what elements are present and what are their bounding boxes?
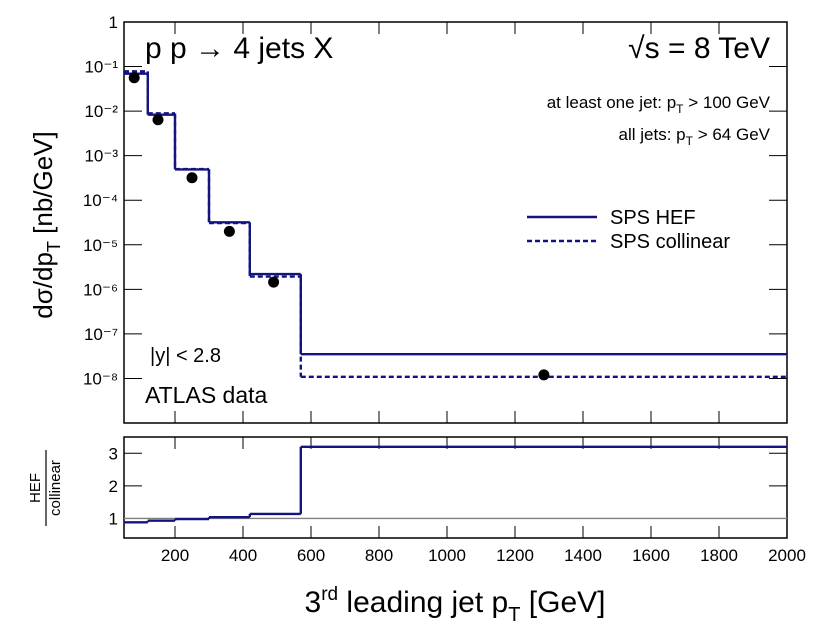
x-tick-label: 1000 <box>428 546 466 565</box>
x-label-sub: T <box>508 604 520 626</box>
chart-title: p p → 4 jets X <box>145 32 333 65</box>
y-tick-label: 10⁻³ <box>84 147 118 166</box>
ratio-y-label: HEF collinear <box>27 450 64 526</box>
x-label-part: [GeV] <box>520 586 605 619</box>
y-tick-label: 10⁻⁴ <box>83 191 118 210</box>
annotation: |y| < 2.8 <box>150 345 221 367</box>
x-tick-label: 1400 <box>564 546 602 565</box>
annotation-part: at least one jet: p <box>547 93 676 112</box>
main-frame <box>123 21 788 424</box>
y-tick-label: 2 <box>109 477 118 496</box>
x-tick-label: 800 <box>365 546 393 565</box>
data-point <box>128 72 140 84</box>
annotation: at least one jet: pT > 100 GeV <box>547 93 771 116</box>
x-tick-label: 1600 <box>632 546 670 565</box>
x-tick-label: 400 <box>229 546 257 565</box>
annotation-part: all jets: p <box>619 125 686 144</box>
x-tick-label: 1800 <box>700 546 738 565</box>
x-tick-label: 200 <box>161 546 189 565</box>
y-tick-label: 10⁻⁸ <box>83 369 118 388</box>
y-tick-label: 10⁻⁷ <box>84 325 118 344</box>
x-axis-label: 3rd leading jet pT [GeV] <box>305 584 606 626</box>
x-tick-label: 1200 <box>496 546 534 565</box>
x-tick-label: 2000 <box>768 546 806 565</box>
data-label: ATLAS data <box>145 382 268 408</box>
y-tick-label: 10⁻¹ <box>84 58 118 77</box>
x-label-sup: rd <box>321 584 338 605</box>
annotation-part: > 100 GeV <box>684 93 771 112</box>
ratio-frame <box>123 436 788 539</box>
y-tick-label: 10⁻⁵ <box>83 236 118 255</box>
y-tick-label: 3 <box>109 444 118 463</box>
x-tick-label: 600 <box>297 546 325 565</box>
ratio-denominator: collinear <box>47 460 64 516</box>
y-tick-label: 10⁻² <box>84 102 118 121</box>
data-point <box>538 369 550 381</box>
y-label-part: dσ/dp <box>28 252 58 319</box>
y-tick-label: 1 <box>109 509 118 528</box>
annotation-sub: T <box>686 134 694 148</box>
annotation: all jets: pT > 64 GeV <box>619 125 771 148</box>
legend-label: SPS HEF <box>610 207 696 229</box>
y-axis-label: dσ/dpT [nb/GeV] <box>28 131 64 319</box>
legend-label: SPS collinear <box>610 231 730 253</box>
annotation-sub: T <box>676 102 684 116</box>
data-point <box>152 114 164 126</box>
y-label-part: [nb/GeV] <box>28 131 58 241</box>
data-point <box>223 225 235 237</box>
x-label-part: 3 <box>305 586 322 619</box>
data-point <box>268 276 280 288</box>
ratio-numerator: HEF <box>27 473 44 503</box>
annotation: √s = 8 TeV <box>628 32 770 65</box>
y-label-sub: T <box>44 241 64 252</box>
y-tick-label: 10⁻⁶ <box>83 280 118 299</box>
y-tick-label: 1 <box>109 13 118 32</box>
annotation-part: > 64 GeV <box>693 125 771 144</box>
data-point <box>186 172 198 184</box>
x-label-part: leading jet p <box>338 586 508 619</box>
